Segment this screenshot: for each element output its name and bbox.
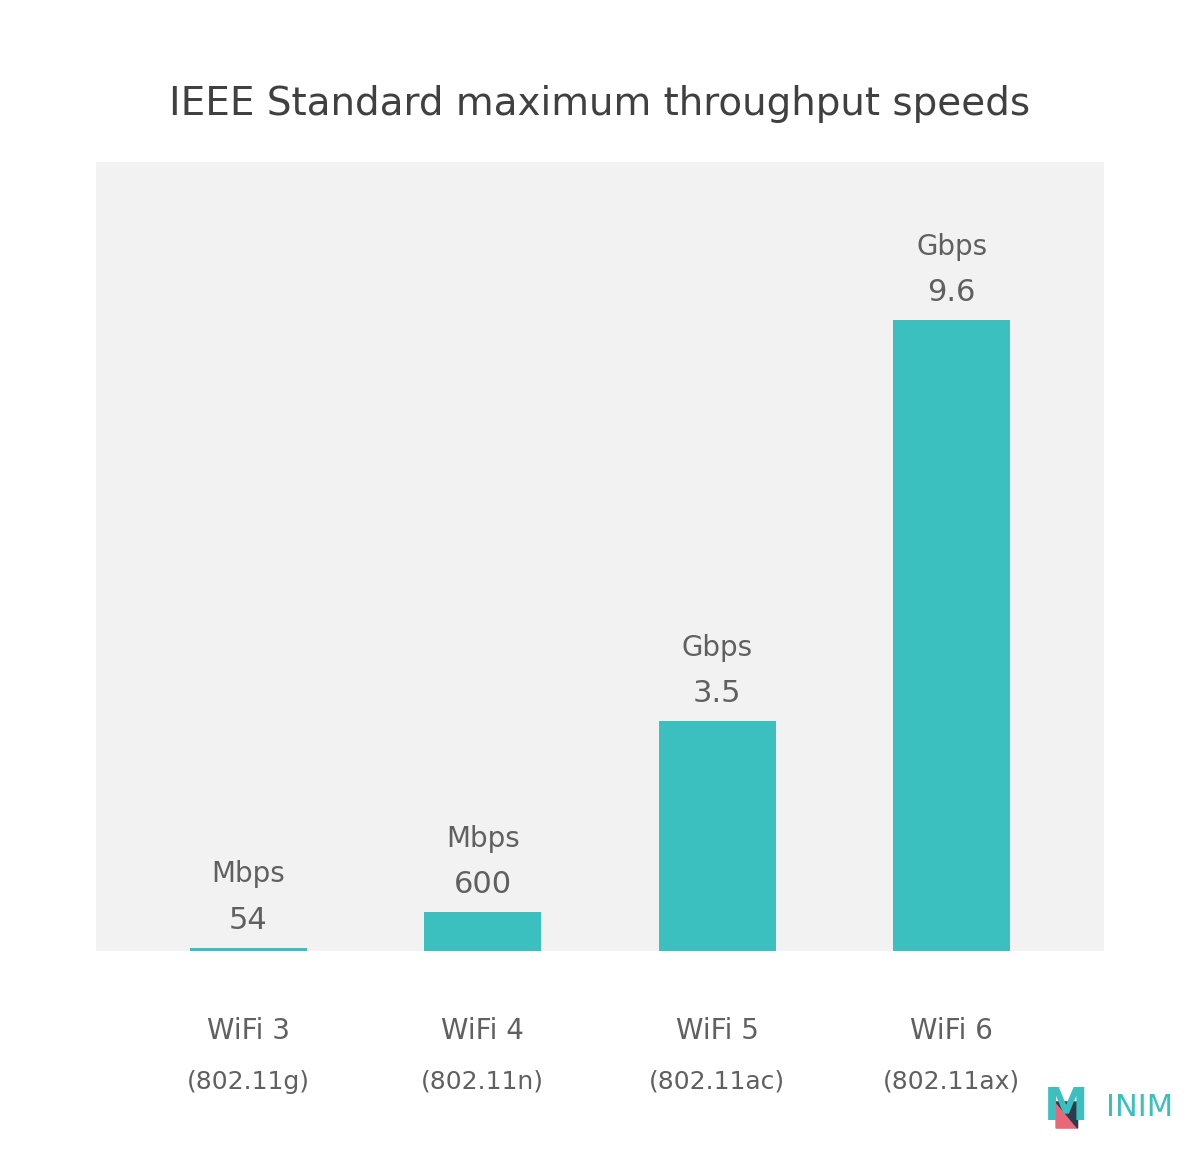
Text: M: M: [1044, 1086, 1088, 1130]
Text: Mbps: Mbps: [446, 825, 520, 853]
Bar: [893, 320, 1010, 951]
Bar: [659, 722, 776, 951]
Text: 600: 600: [454, 870, 512, 899]
Text: WiFi 5: WiFi 5: [676, 1017, 758, 1045]
Polygon shape: [1056, 1102, 1078, 1128]
Text: 3.5: 3.5: [692, 679, 742, 708]
Text: Gbps: Gbps: [682, 635, 752, 662]
Text: (802.11ac): (802.11ac): [649, 1070, 785, 1094]
Text: Gbps: Gbps: [916, 233, 988, 261]
Bar: [190, 948, 307, 951]
Text: Mbps: Mbps: [211, 861, 286, 889]
Text: (802.11ax): (802.11ax): [883, 1070, 1020, 1094]
Text: IEEE Standard maximum throughput speeds: IEEE Standard maximum throughput speeds: [169, 86, 1031, 123]
Text: WiFi 6: WiFi 6: [910, 1017, 994, 1045]
Bar: [424, 912, 541, 951]
Text: (802.11g): (802.11g): [187, 1070, 310, 1094]
Text: INIM: INIM: [1106, 1093, 1174, 1123]
Text: WiFi 4: WiFi 4: [442, 1017, 524, 1045]
Text: 54: 54: [229, 906, 268, 935]
Text: 9.6: 9.6: [928, 278, 976, 307]
Polygon shape: [1056, 1102, 1078, 1128]
Text: (802.11n): (802.11n): [421, 1070, 545, 1094]
Text: WiFi 3: WiFi 3: [206, 1017, 290, 1045]
